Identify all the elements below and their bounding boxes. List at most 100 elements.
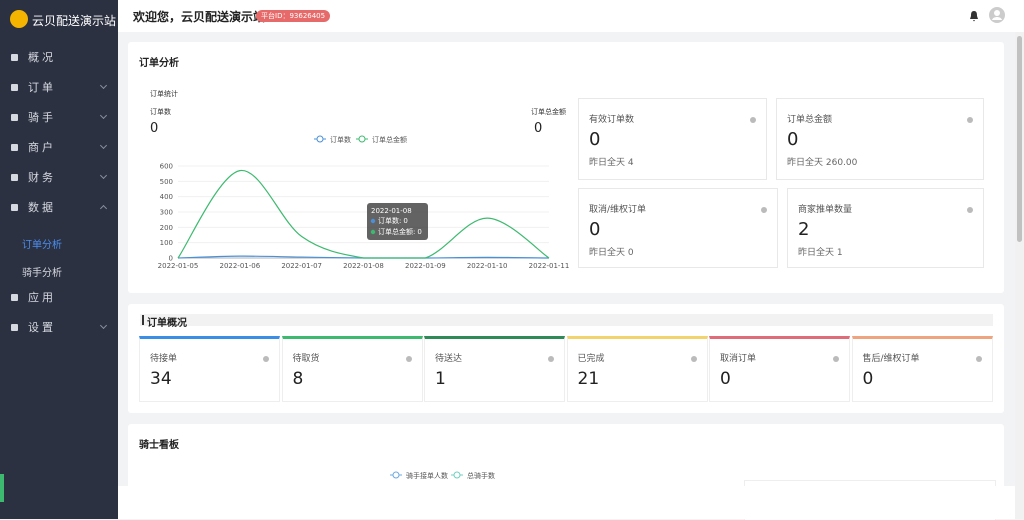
menu-icon (11, 294, 18, 301)
legend-marker (453, 471, 461, 479)
platform-id: 平台ID：93626405 (256, 10, 331, 22)
tooltip-row: 订单总金额: 0 (378, 227, 422, 236)
menu-label: 数据 (28, 201, 56, 214)
x-tick-label: 2022-01-05 (158, 262, 199, 270)
stat-value: 0 (589, 129, 601, 150)
menu-item[interactable]: 骑手 (0, 103, 118, 133)
stat-yesterday: 昨日全天 1 (798, 248, 843, 258)
stat-card: 订单总金额 0 昨日全天 260.00 (776, 98, 984, 180)
legend-marker (392, 471, 400, 479)
welcome: 欢迎您，云贝配送演示站 (133, 10, 266, 24)
bell-icon[interactable] (968, 10, 980, 22)
overview-item: 售后/维权订单 0 (851, 336, 993, 402)
menu-item[interactable]: 财务 (0, 163, 118, 193)
x-tick-label: 2022-01-09 (405, 262, 446, 270)
avatar[interactable] (989, 7, 1005, 23)
submenu-item[interactable]: 骑手分析 (22, 268, 62, 279)
legend-label: 订单数 (330, 135, 351, 144)
x-tick-label: 2022-01-07 (281, 262, 322, 270)
site-name: 云贝配送演示站 (32, 14, 117, 28)
menu-item[interactable]: 数据 (0, 193, 118, 223)
y-tick-label: 600 (160, 163, 173, 171)
menu-label: 设置 (28, 321, 56, 334)
stat-value: 2 (798, 219, 810, 240)
overview-label: 待送达 (435, 354, 463, 364)
overview-label: 待取货 (292, 354, 320, 364)
tooltip-value: 0 (417, 228, 421, 236)
overview-value: 21 (577, 369, 600, 389)
y-tick-label: 500 (160, 178, 173, 186)
overview-item: 待接单 34 (139, 336, 280, 402)
stat-card: 有效订单数 0 昨日全天 4 (578, 98, 767, 180)
stat-label: 订单总金额 (787, 115, 833, 125)
tooltip (367, 203, 428, 240)
y-tick-label: 200 (160, 224, 173, 232)
info-dot (967, 207, 973, 213)
menu-label: 应用 (28, 291, 56, 304)
overview-label: 待接单 (150, 354, 178, 364)
tooltip-dot (370, 218, 376, 224)
stat-yesterday: 昨日全天 4 (589, 158, 634, 168)
menu-icon (11, 204, 18, 211)
info-dot (975, 356, 982, 362)
menu-item[interactable]: 商户 (0, 133, 118, 163)
scrollbar[interactable] (1015, 32, 1024, 519)
stat-card: 取消/维权订单 0 昨日全天 0 (578, 188, 778, 268)
title-strip (140, 314, 993, 326)
menu-arrow (99, 321, 108, 330)
overview-value: 0 (862, 369, 874, 389)
stat-label: 有效订单数 (589, 115, 635, 125)
stat-card: 商家推单数量 2 昨日全天 1 (787, 188, 984, 268)
menu-item[interactable]: 订单 (0, 73, 118, 103)
menu-arrow (99, 141, 108, 150)
x-tick-label: 2022-01-10 (467, 262, 508, 270)
overview-label: 已完成 (577, 354, 605, 364)
stat-value: 0 (589, 219, 601, 240)
menu-icon (11, 144, 18, 151)
menu-item[interactable]: 设置 (0, 313, 118, 343)
stat-yesterday: 昨日全天 0 (589, 248, 634, 258)
menu-item[interactable]: 应用 (0, 283, 118, 313)
overview-item: 待送达 1 (424, 336, 565, 402)
x-tick-label: 2022-01-11 (529, 262, 570, 270)
legend-marker (358, 135, 366, 143)
overview-label: 取消订单 (720, 354, 757, 364)
y-tick-label: 300 (160, 209, 173, 217)
tooltip-title: 2022-01-08 (371, 207, 412, 215)
summary-value: 0 (534, 121, 542, 136)
submenu-item[interactable]: 订单分析 (22, 240, 62, 251)
overview-value: 0 (720, 369, 731, 389)
info-dot (833, 356, 839, 362)
menu-label: 概况 (28, 51, 56, 64)
menu-icon (11, 324, 18, 331)
y-tick-label: 0 (169, 255, 173, 263)
card-title: 骑士看板 (139, 440, 179, 451)
summary-label: 订单总金额 (531, 107, 566, 116)
y-tick-label: 100 (160, 239, 173, 247)
info-dot (761, 207, 767, 213)
overview-item: 待取货 8 (281, 336, 423, 402)
scroll-thumb[interactable] (1017, 36, 1022, 242)
info-dot (750, 117, 756, 123)
tooltip-label: 订单数: (378, 216, 401, 225)
info-dot (548, 356, 554, 362)
menu-label: 财务 (28, 171, 56, 184)
menu-icon (11, 54, 18, 61)
menu-icon (11, 174, 18, 181)
overview-label: 售后/维权订单 (862, 354, 920, 364)
title-bar (142, 315, 144, 325)
legend-marker (316, 135, 324, 143)
menu-icon (11, 114, 18, 121)
x-tick-label: 2022-01-06 (219, 262, 260, 270)
stat-label: 商家推单数量 (798, 205, 853, 215)
y-tick-label: 400 (160, 193, 173, 201)
legend-label: 订单总金额 (372, 135, 407, 144)
menu-item[interactable]: 概况 (0, 43, 118, 73)
tooltip-row: 订单数: 0 (378, 216, 408, 225)
logo (10, 10, 28, 28)
summary-label: 订单数 (150, 107, 171, 116)
menu-arrow (99, 111, 108, 120)
overview-value: 1 (435, 369, 446, 389)
